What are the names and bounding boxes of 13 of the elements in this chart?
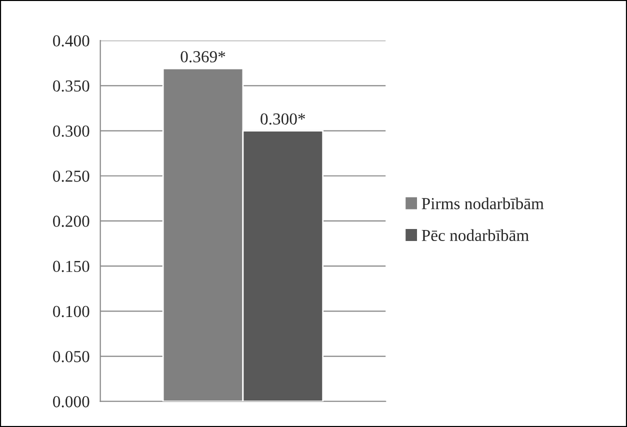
y-tick-label: 0.250 [53,170,90,182]
y-tick-label: 0.000 [53,396,90,408]
data-label: 0.369* [180,51,226,62]
y-tick-label: 0.300 [53,125,90,137]
y-tick-label: 0.150 [53,260,90,272]
legend-label: Pēc nodarbībām [422,229,529,242]
y-tick-label: 0.400 [53,35,90,47]
y-tick-label: 0.200 [53,216,90,227]
data-label: 0.300* [260,113,306,125]
legend-label: Pirms nodarbībām [422,198,544,210]
y-tick-label: 0.050 [53,350,90,362]
y-tick-label: 0.350 [53,80,90,92]
y-tick-label: 0.100 [53,306,90,318]
